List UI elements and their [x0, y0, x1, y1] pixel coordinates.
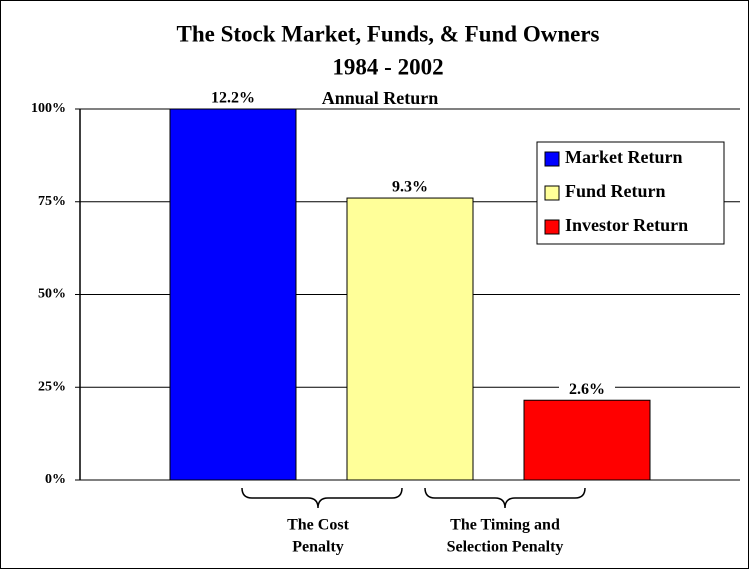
annotation: The Cost	[287, 517, 349, 534]
data-label-bg	[382, 179, 438, 198]
legend-swatch	[544, 219, 560, 235]
y-tick-label: 50%	[38, 287, 66, 302]
y-tick-label: 75%	[38, 194, 66, 209]
legend-label: Market Return	[565, 147, 682, 167]
data-label-bg	[205, 90, 261, 108]
legend-swatch	[544, 185, 560, 201]
legend-label: Investor Return	[565, 215, 688, 235]
data-label: 2.6%	[569, 381, 605, 398]
y-tick-label: 100%	[31, 101, 66, 116]
annotation: The Timing and	[450, 517, 560, 534]
legend-label: Fund Return	[565, 181, 666, 201]
data-label-bg	[559, 381, 615, 400]
bar	[346, 197, 474, 481]
data-label: 12.2%	[211, 90, 255, 107]
brace	[424, 487, 586, 509]
chart-subtitle: 1984 - 2002	[332, 54, 443, 79]
chart-title: The Stock Market, Funds, & Fund Owners	[177, 21, 600, 46]
brace	[241, 487, 403, 509]
bar	[169, 108, 297, 481]
y-tick-label: 0%	[45, 472, 66, 487]
y-tick-label: 25%	[38, 379, 66, 394]
annotation: Penalty	[292, 539, 344, 556]
annotation: Selection Penalty	[447, 539, 564, 556]
bar	[523, 399, 651, 481]
legend-swatch	[544, 151, 560, 167]
legend-box	[536, 141, 725, 245]
value-caption: Annual Return	[322, 88, 439, 108]
data-label: 9.3%	[392, 179, 428, 196]
